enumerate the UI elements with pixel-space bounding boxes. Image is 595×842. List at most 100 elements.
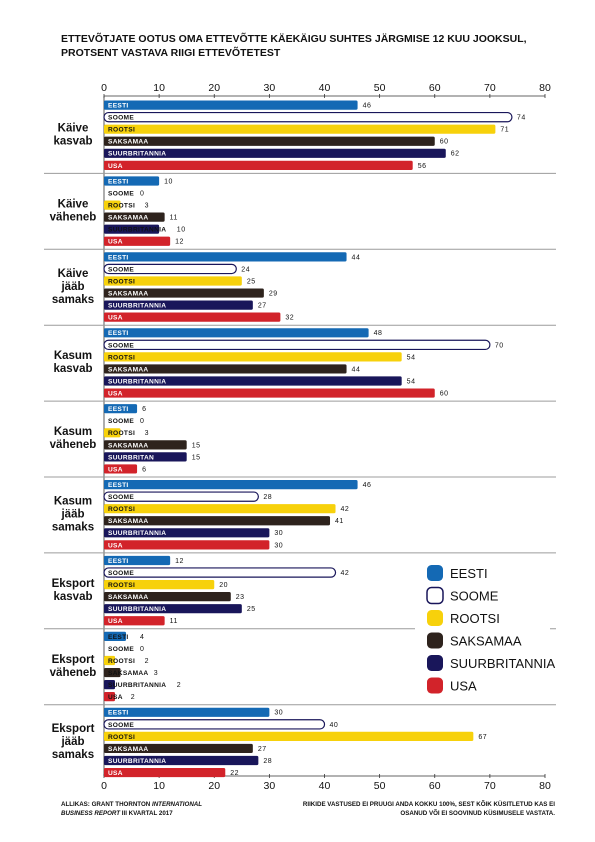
bar-label: SOOME bbox=[108, 646, 134, 653]
value-label: 23 bbox=[236, 594, 245, 601]
value-label: 0 bbox=[140, 646, 144, 653]
bar-label: SUURBRITANNIA bbox=[108, 758, 166, 765]
legend-swatch-suurbritannia bbox=[427, 655, 443, 671]
bar-label: EESTI bbox=[108, 178, 129, 185]
value-label: 28 bbox=[263, 758, 272, 765]
group-label: Käive bbox=[58, 198, 89, 210]
bar-rootsi bbox=[104, 655, 116, 666]
value-label: 40 bbox=[330, 722, 339, 729]
value-label: 4 bbox=[140, 634, 144, 641]
value-label: 44 bbox=[352, 254, 361, 261]
bar-saksamaa bbox=[104, 516, 331, 526]
group-label: Käive bbox=[58, 268, 89, 280]
bar-label: EESTI bbox=[108, 710, 129, 717]
bar-label: SUURBRITANNIA bbox=[108, 682, 166, 689]
bar-suurbritannia bbox=[104, 755, 259, 766]
bar-label: USA bbox=[108, 315, 123, 322]
x-tick-label-bottom: 0 bbox=[101, 780, 107, 792]
bar-label: USA bbox=[108, 542, 123, 549]
value-label: 24 bbox=[241, 266, 250, 273]
bar-usa bbox=[104, 312, 281, 322]
value-label: 60 bbox=[440, 139, 449, 146]
value-label: 30 bbox=[274, 542, 283, 549]
bar-label: SOOME bbox=[108, 190, 134, 197]
group-label: jääb bbox=[60, 281, 84, 293]
bar-suurbritannia bbox=[104, 680, 116, 690]
group-label: Eksport bbox=[52, 723, 95, 735]
bar-label: SAKSAMAA bbox=[108, 670, 149, 677]
value-label: 11 bbox=[170, 618, 178, 625]
x-tick-label-top: 30 bbox=[264, 82, 276, 94]
bar-suurbritannia bbox=[104, 300, 253, 310]
bar-suurbritannia bbox=[104, 148, 446, 158]
x-tick-label-bottom: 60 bbox=[429, 780, 441, 792]
value-label: 29 bbox=[269, 290, 278, 297]
value-label: 54 bbox=[407, 378, 416, 385]
bar-usa bbox=[104, 388, 435, 398]
group-label: kasvab bbox=[53, 363, 92, 375]
bar-usa bbox=[104, 767, 226, 778]
bar-label: SOOME bbox=[108, 418, 134, 425]
group-label: samaks bbox=[52, 521, 94, 533]
value-label: 25 bbox=[247, 606, 256, 613]
bar-label: ROOTSI bbox=[108, 203, 135, 210]
bar-label: SOOME bbox=[108, 266, 134, 273]
bar-label: SOOME bbox=[108, 722, 134, 729]
bar-suurbritannia bbox=[104, 604, 242, 614]
bar-eesti bbox=[104, 100, 358, 110]
bar-label: USA bbox=[108, 239, 123, 246]
x-tick-label-top: 60 bbox=[429, 82, 441, 94]
bar-label: ROOTSI bbox=[108, 430, 135, 437]
value-label: 74 bbox=[517, 115, 526, 122]
value-label: 20 bbox=[219, 582, 228, 589]
value-label: 25 bbox=[247, 278, 256, 285]
value-label: 3 bbox=[145, 203, 149, 210]
bar-label: USA bbox=[108, 466, 123, 473]
bar-saksamaa bbox=[104, 743, 253, 754]
bar-label: USA bbox=[108, 163, 123, 170]
value-label: 46 bbox=[363, 482, 372, 489]
bar-saksamaa bbox=[104, 364, 347, 374]
legend-label: ROOTSI bbox=[450, 611, 500, 626]
bar-saksamaa bbox=[104, 288, 264, 298]
x-tick-label-top: 0 bbox=[101, 82, 107, 94]
bar-rootsi bbox=[104, 504, 336, 514]
bar-rootsi bbox=[104, 124, 496, 134]
value-label: 67 bbox=[478, 734, 487, 741]
bar-label: SUURBRITANNIA bbox=[108, 606, 166, 613]
value-label: 2 bbox=[145, 658, 149, 665]
value-label: 32 bbox=[285, 315, 294, 322]
bar-label: SUURBRITAN bbox=[108, 454, 154, 461]
bar-label: USA bbox=[108, 770, 123, 777]
x-tick-label-top: 10 bbox=[153, 82, 165, 94]
bar-label: SOOME bbox=[108, 494, 134, 501]
value-label: 2 bbox=[131, 694, 135, 701]
bar-label: ROOTSI bbox=[108, 582, 135, 589]
bar-saksamaa bbox=[104, 136, 435, 146]
value-label: 71 bbox=[500, 127, 509, 134]
value-label: 30 bbox=[274, 710, 283, 717]
source-italic-1: INTERNATIONAL bbox=[151, 801, 203, 808]
bar-label: EESTI bbox=[108, 254, 129, 261]
x-tick-label-top: 80 bbox=[539, 82, 551, 94]
bar-soome bbox=[103, 111, 513, 123]
x-tick-label-bottom: 30 bbox=[264, 780, 276, 792]
bar-label: SAKSAMAA bbox=[108, 366, 149, 373]
x-tick-label-bottom: 70 bbox=[484, 780, 496, 792]
bar-eesti bbox=[104, 404, 138, 414]
bar-label: EESTI bbox=[108, 330, 129, 337]
value-label: 0 bbox=[140, 190, 144, 197]
value-label: 15 bbox=[192, 442, 201, 449]
bar-label: SUURBRITANNIA bbox=[108, 378, 166, 385]
value-label: 30 bbox=[274, 530, 283, 537]
bar-eesti bbox=[104, 707, 270, 717]
value-label: 10 bbox=[177, 227, 186, 234]
bar-eesti bbox=[104, 480, 358, 490]
value-label: 12 bbox=[175, 558, 184, 565]
bar-label: ROOTSI bbox=[108, 734, 135, 741]
legend-swatch-soome bbox=[426, 586, 444, 605]
x-tick-label-bottom: 80 bbox=[539, 780, 551, 792]
bar-label: EESTI bbox=[108, 406, 129, 413]
group-label: jääb bbox=[60, 508, 84, 520]
group-label: kasvab bbox=[53, 135, 92, 147]
